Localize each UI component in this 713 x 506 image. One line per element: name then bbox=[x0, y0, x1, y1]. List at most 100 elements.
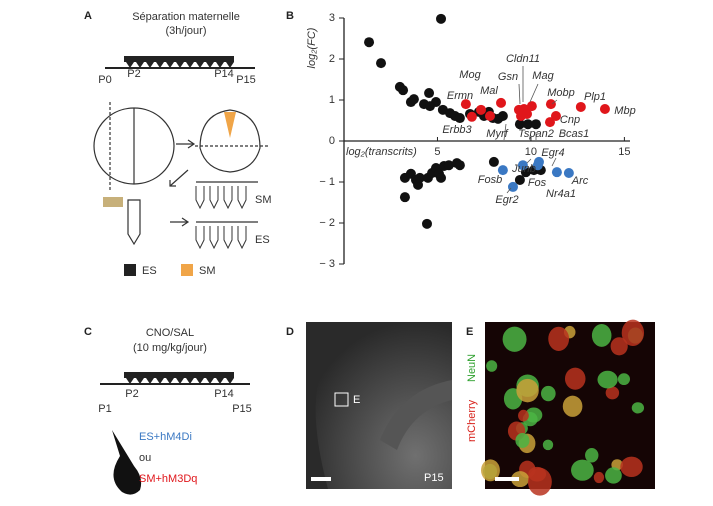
point bbox=[436, 172, 447, 183]
panel-subtitle: (3h/jour) bbox=[166, 25, 207, 37]
gene-labels: Cldn11 Mog Gsn Mag Mal Ermn Mobp Plp1 Mb… bbox=[442, 53, 635, 206]
timeline-label: P1 bbox=[98, 403, 111, 415]
stain-label: mCherry bbox=[466, 399, 478, 442]
gene-label: Fosb bbox=[478, 174, 502, 186]
cell bbox=[486, 360, 498, 372]
x-tick-label: 15 bbox=[618, 146, 630, 158]
gene-label: Egr4 bbox=[541, 147, 564, 159]
cell bbox=[562, 395, 583, 417]
cell bbox=[527, 467, 552, 496]
point bbox=[533, 156, 544, 167]
point bbox=[424, 101, 435, 112]
gene-label: Erbb3 bbox=[442, 124, 472, 136]
y-tick-label: − 3 bbox=[319, 258, 335, 270]
gene-label: Egr2 bbox=[495, 194, 518, 206]
gene-label: Fos bbox=[528, 177, 547, 189]
cell bbox=[621, 319, 645, 347]
brain-drawings bbox=[93, 102, 268, 246]
group-label: SM+hM3Dq bbox=[139, 473, 197, 485]
cell bbox=[620, 456, 643, 478]
point bbox=[575, 101, 586, 112]
y-tick-label: 1 bbox=[329, 94, 335, 106]
gene-label: Mobp bbox=[547, 87, 575, 99]
point bbox=[476, 104, 487, 115]
micrograph-structure bbox=[380, 380, 452, 450]
gene-label: Bcas1 bbox=[559, 128, 590, 140]
timeline-label: P14 bbox=[214, 388, 234, 400]
panel-title: Séparation maternelle bbox=[132, 11, 240, 23]
gene-label: Mal bbox=[480, 85, 498, 97]
cell bbox=[605, 467, 622, 484]
gene-label: Junb bbox=[511, 163, 536, 175]
stain-label: NeuN bbox=[466, 354, 478, 382]
timeline-label: P15 bbox=[236, 74, 256, 86]
gene-label: Ermn bbox=[447, 90, 473, 102]
gene-label: Cldn11 bbox=[506, 53, 540, 65]
point bbox=[414, 172, 425, 183]
timeline bbox=[105, 56, 255, 69]
mouse-icon bbox=[112, 430, 142, 495]
y-axis-label: log₂(FC) bbox=[306, 27, 318, 68]
cell bbox=[515, 433, 530, 448]
y-tick-label: 2 bbox=[329, 53, 335, 65]
y-tick-label: − 2 bbox=[319, 217, 335, 229]
x-tick-label: 10 bbox=[525, 146, 537, 158]
point bbox=[599, 104, 610, 115]
gene-label: Mbp bbox=[614, 105, 635, 117]
scale-bar bbox=[495, 477, 519, 481]
timeline-label: P14 bbox=[214, 68, 234, 80]
y-tick-label: − 1 bbox=[319, 176, 335, 188]
timeline bbox=[100, 372, 250, 385]
timeline-label: P15 bbox=[232, 403, 252, 415]
gene-label: Mag bbox=[532, 70, 554, 82]
cell bbox=[548, 326, 570, 351]
point bbox=[484, 110, 495, 121]
cell bbox=[542, 439, 554, 451]
tube-label: SM bbox=[255, 194, 272, 206]
cell bbox=[540, 385, 556, 402]
cells bbox=[481, 319, 645, 496]
point bbox=[517, 160, 528, 171]
panel-letter: E bbox=[466, 326, 473, 338]
panel-subtitle: (10 mg/kg/jour) bbox=[133, 342, 207, 354]
age-label: P15 bbox=[424, 472, 444, 484]
gene-label: Nr4a1 bbox=[546, 188, 576, 200]
cell bbox=[564, 367, 586, 390]
cell bbox=[597, 370, 618, 389]
point bbox=[526, 101, 537, 112]
cell bbox=[585, 447, 599, 463]
tubes bbox=[195, 186, 247, 250]
cell bbox=[502, 326, 527, 352]
cell bbox=[571, 459, 594, 481]
timeline-label: P0 bbox=[98, 74, 111, 86]
point bbox=[488, 156, 499, 167]
point bbox=[563, 167, 574, 178]
point bbox=[496, 97, 507, 108]
cell bbox=[593, 471, 605, 484]
panel-letter: A bbox=[84, 10, 92, 22]
legend-label: SM bbox=[199, 265, 216, 277]
point bbox=[522, 108, 533, 119]
panel-title: CNO/SAL bbox=[146, 327, 194, 339]
point bbox=[376, 58, 387, 69]
legend-swatch bbox=[124, 264, 136, 276]
panel-letter: C bbox=[84, 326, 92, 338]
point bbox=[408, 94, 419, 105]
group-label: ES+hM4Di bbox=[139, 431, 192, 443]
x-tick-label: 5 bbox=[434, 146, 440, 158]
gene-label: Myrf bbox=[486, 128, 508, 140]
cell bbox=[591, 324, 612, 347]
point bbox=[514, 119, 525, 130]
cell bbox=[605, 386, 620, 400]
timeline-label: P2 bbox=[127, 68, 140, 80]
cell bbox=[518, 409, 529, 422]
tube-label: ES bbox=[255, 234, 270, 246]
point bbox=[545, 99, 556, 110]
point bbox=[522, 119, 533, 130]
group-label: ou bbox=[139, 452, 151, 464]
point bbox=[436, 13, 447, 24]
cell bbox=[610, 337, 628, 356]
cell bbox=[511, 471, 530, 488]
timeline-label: P2 bbox=[125, 388, 138, 400]
